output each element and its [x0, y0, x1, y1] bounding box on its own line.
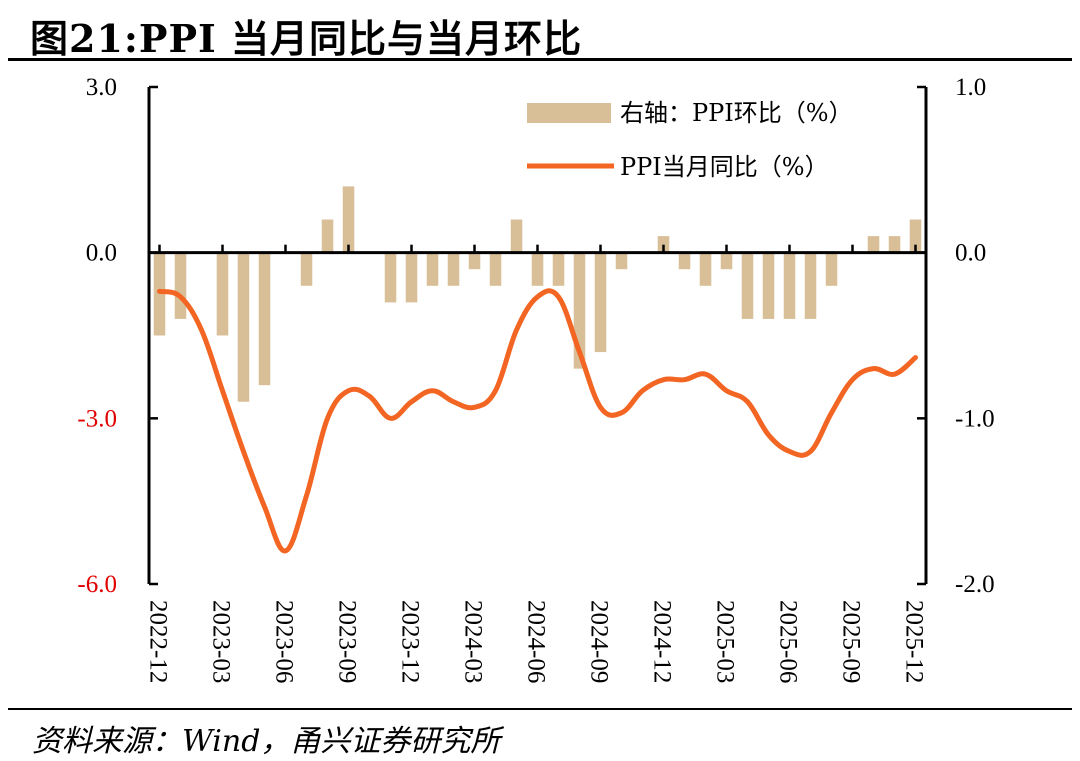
- bar-2025-06: [783, 252, 796, 319]
- bar-2025-02: [699, 252, 712, 286]
- x-tick-label: 2025-03: [712, 600, 739, 683]
- right-tick-label: 0.0: [955, 240, 986, 267]
- source-note: 资料来源：Wind，甬兴证券研究所: [32, 724, 501, 759]
- right-tick-label: -1.0: [955, 405, 995, 432]
- x-tick-label: 2023-09: [334, 600, 361, 683]
- left-tick-label: -3.0: [77, 405, 117, 432]
- bar-2024-02: [447, 252, 460, 286]
- bar-2023-12: [405, 252, 418, 303]
- x-tick-label: 2023-03: [208, 600, 235, 683]
- legend-bar-swatch: [527, 103, 611, 123]
- bar-2023-11: [384, 252, 397, 303]
- right-tick-label: -2.0: [955, 571, 995, 598]
- bar-2024-07: [552, 252, 565, 286]
- bar-2025-12: [909, 219, 922, 253]
- bar-2025-05: [762, 252, 775, 319]
- legend: 右轴：PPI环比（%） PPI当月同比（%）: [527, 99, 853, 181]
- right-tick-label: 1.0: [955, 74, 986, 101]
- bar-2024-01: [426, 252, 439, 286]
- x-tick-label: 2023-12: [397, 600, 424, 683]
- chart: 3.0 0.0 -3.0 -6.0 1.0 0.0 -1.0 -2.0 2022-12 2023-…: [77, 74, 994, 683]
- line-series: [157, 288, 918, 554]
- tick-labels: 3.0 0.0 -3.0 -6.0 1.0 0.0 -1.0 -2.0 2022-12 2023-…: [77, 74, 994, 683]
- bar-2023-04: [237, 252, 250, 402]
- bar-2023-09: [342, 186, 355, 253]
- bar-2023-07: [300, 252, 313, 286]
- left-tick-label: -6.0: [77, 571, 117, 598]
- bar-2024-10: [615, 252, 628, 270]
- x-tick-label: 2024-12: [649, 600, 676, 683]
- bar-2025-08: [825, 252, 838, 286]
- legend-bar-label: 右轴：PPI环比（%）: [620, 99, 853, 127]
- x-tick-label: 2022-12: [145, 600, 172, 683]
- bar-2024-12: [657, 236, 670, 253]
- footer-rule: [8, 708, 1072, 710]
- bar-2022-12: [153, 252, 166, 336]
- title-rule: [8, 58, 1072, 61]
- x-tick-label: 2024-09: [586, 600, 613, 683]
- x-tick-label: 2025-12: [901, 600, 928, 683]
- bar-2025-07: [804, 252, 817, 319]
- x-tick-label: 2025-09: [838, 600, 865, 683]
- bar-series: [153, 186, 922, 402]
- x-tick-label: 2024-06: [523, 600, 550, 683]
- left-tick-label: 3.0: [86, 74, 117, 101]
- x-tick-label: 2023-06: [271, 600, 298, 683]
- bar-2025-10: [867, 236, 880, 253]
- x-tick-label: 2024-03: [460, 600, 487, 683]
- bar-2024-08: [573, 252, 586, 369]
- bar-2023-01: [174, 252, 187, 319]
- bar-2024-09: [594, 252, 607, 353]
- bar-2025-01: [678, 252, 691, 270]
- x-tick-label: 2025-06: [775, 600, 802, 683]
- legend-line-label: PPI当月同比（%）: [620, 153, 829, 181]
- bar-2024-06: [531, 252, 544, 286]
- bar-2023-03: [216, 252, 229, 336]
- bar-2023-05: [258, 252, 271, 386]
- bar-2024-03: [468, 252, 481, 270]
- bar-2024-04: [489, 252, 502, 286]
- chart-title: 图21:PPI 当月同比与当月环比: [30, 16, 583, 61]
- bar-2024-05: [510, 219, 523, 253]
- left-tick-label: 0.0: [86, 240, 117, 267]
- bar-2025-11: [888, 236, 901, 253]
- bar-2025-04: [741, 252, 754, 319]
- ppi-yoy-line: [157, 288, 918, 554]
- bar-2025-03: [720, 252, 733, 270]
- bar-2023-08: [321, 219, 334, 253]
- axes: [147, 85, 928, 586]
